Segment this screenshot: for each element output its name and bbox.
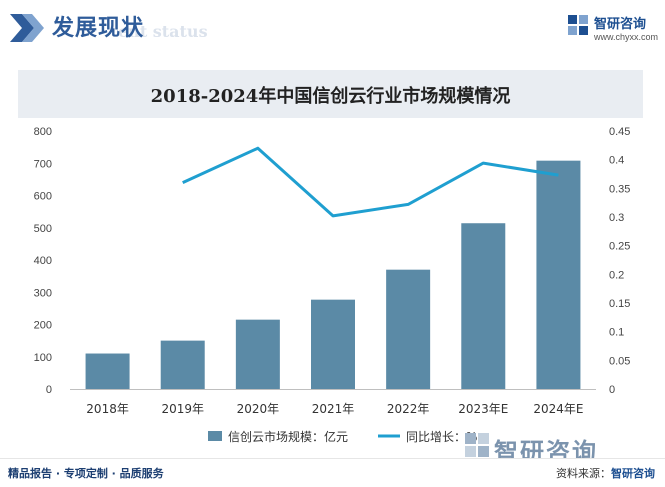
section-subtitle: ent status	[118, 22, 208, 41]
page-footer: 精品报告 · 专项定制 · 品质服务 资料来源：智研咨询	[0, 458, 665, 487]
bar	[235, 319, 280, 389]
x-tick-label: 2019年	[161, 402, 204, 416]
y-left-tick-label: 400	[34, 255, 52, 267]
bar	[160, 340, 205, 389]
watermark-logo-icon	[465, 433, 489, 457]
y-right-tick-label: 0.2	[609, 269, 624, 281]
y-right-tick-label: 0.3	[609, 212, 624, 224]
y-right-tick-label: 0.1	[609, 327, 624, 339]
legend-bar-swatch	[208, 431, 222, 441]
y-left-tick-label: 300	[34, 287, 52, 299]
y-left-tick-label: 700	[34, 158, 52, 170]
growth-line	[182, 146, 559, 218]
y-right-tick-label: 0.35	[609, 183, 630, 195]
y-right-tick-label: 0.15	[609, 298, 630, 310]
page-header: ent status 发展现状 智研咨询 www.chyxx.com	[0, 0, 665, 54]
y-left-tick-label: 100	[34, 352, 52, 364]
x-tick-label: 2023年E	[458, 402, 508, 416]
brand-logo-icon	[568, 15, 588, 35]
y-right-tick-label: 0.25	[609, 241, 630, 253]
footer-source: 资料来源：智研咨询	[556, 465, 655, 481]
brand-name: 智研咨询	[594, 17, 647, 32]
y-left-tick-label: 800	[34, 126, 52, 138]
x-tick-label: 2021年	[312, 402, 355, 416]
chart-title-bar: 2018-2024年中国信创云行业市场规模情况	[18, 70, 643, 118]
y-left-tick-label: 200	[34, 320, 52, 332]
bar	[85, 353, 130, 389]
y-left-tick-label: 500	[34, 223, 52, 235]
legend-line-label: 同比增长：%	[406, 430, 477, 444]
footer-source-label: 资料来源：	[556, 467, 611, 480]
x-tick-label: 2020年	[237, 402, 280, 416]
bar	[386, 269, 431, 389]
chevron-arrows-icon	[10, 14, 44, 42]
y-right-tick-label: 0	[609, 384, 615, 396]
legend-bar-label: 信创云市场规模：亿元	[228, 429, 348, 444]
brand-url: www.chyxx.com	[594, 32, 659, 42]
y-right-tick-label: 0.05	[609, 355, 630, 367]
y-left-tick-label: 600	[34, 191, 52, 203]
x-tick-label: 2024年E	[533, 402, 583, 416]
bar	[536, 160, 581, 389]
x-tick-label: 2018年	[86, 402, 129, 416]
y-right-tick-label: 0.45	[609, 126, 630, 138]
x-tick-label: 2022年	[387, 402, 430, 416]
footer-tagline: 精品报告 · 专项定制 · 品质服务	[8, 467, 164, 480]
bar	[461, 223, 506, 389]
bar	[311, 299, 355, 389]
y-right-tick-label: 0.4	[609, 155, 624, 167]
chart-title: 2018-2024年中国信创云行业市场规模情况	[150, 86, 511, 107]
footer-source-org: 智研咨询	[611, 467, 655, 480]
section-title: 发展现状	[52, 16, 145, 41]
y-left-tick-label: 0	[46, 384, 52, 396]
